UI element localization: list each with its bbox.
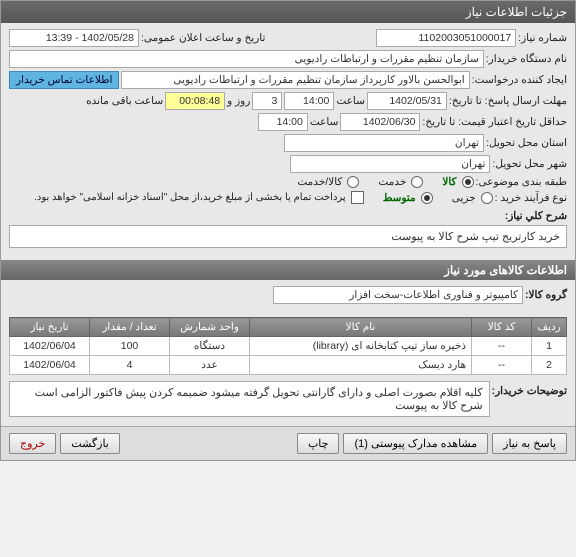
th-qty: تعداد / مقدار [90,318,170,337]
th-unit: واحد شمارش [170,318,250,337]
field-deadline-time: 14:00 [284,92,334,110]
field-deliv-city: تهران [290,155,490,173]
details-panel: جزئیات اطلاعات نیاز شماره نیاز: 11020030… [0,0,576,461]
field-days-left: 3 [252,92,282,110]
button-bar: پاسخ به نیاز مشاهده مدارک پیوستی (1) چاپ… [1,426,575,460]
buyer-notes-box: کلیه اقلام بصورت اصلی و دارای گارانتی تح… [9,381,490,417]
table-row[interactable]: 2 -- هارد دیسک عدد 4 1402/06/04 [10,356,567,375]
lbl-kala-khadamat: کالا/خدمت [297,176,342,188]
row-buyer-org: نام دستگاه خریدار: سازمان تنظیم مقررات و… [9,50,567,68]
cell: دستگاه [170,337,250,356]
radio-kala-khadamat[interactable] [347,176,359,188]
row-process: نوع فرآیند خرید : جزیی متوسط پرداخت تمام… [9,191,567,204]
respond-button[interactable]: پاسخ به نیاز [492,433,567,454]
lbl-deliv-city: شهر محل تحویل: [492,158,567,170]
lbl-req-city: استان محل تحویل: [486,137,567,149]
row-validity: حداقل تاریخ اعتبار قیمت: تا تاریخ: 1402/… [9,113,567,131]
th-code: کد کالا [472,318,532,337]
th-name: نام کالا [250,318,472,337]
row-goods-group: گروه کالا: کامپیوتر و فناوری اطلاعات-سخت… [9,286,567,304]
cell: ذخیره ساز تیپ کتابخانه ای (library) [250,337,472,356]
field-buyer-org: سازمان تنظیم مقررات و ارتباطات رادیویی [9,50,484,68]
cell: 1402/06/04 [10,356,90,375]
field-deadline-date: 1402/05/31 [367,92,447,110]
field-pub-date: 1402/05/28 - 13:39 [9,29,139,47]
field-req-no: 1102003051000017 [376,29,516,47]
cell: 1402/06/04 [10,337,90,356]
cell: 4 [90,356,170,375]
lbl-motevaset: متوسط [383,192,416,204]
radio-kala[interactable] [462,176,474,188]
lbl-process: نوع فرآیند خرید : [495,192,567,204]
field-validity-date: 1402/06/30 [340,113,420,131]
row-buyer-notes: توضیحات خریدار: کلیه اقلام بصورت اصلی و … [9,381,567,417]
lbl-deadline: مهلت ارسال پاسخ: تا تاریخ: [449,95,567,107]
lbl-buyer-notes: توضیحات خریدار: [492,381,567,397]
table-header-row: ردیف کد کالا نام کالا واحد شمارش تعداد /… [10,318,567,337]
attachments-button[interactable]: مشاهده مدارک پیوستی (1) [343,433,488,454]
lbl-kala: کالا [442,176,456,188]
exit-button[interactable]: خروج [9,433,56,454]
checkbox-payment[interactable] [351,191,364,204]
lbl-pub-date: تاریخ و ساعت اعلان عمومی: [141,32,265,44]
row-req-no: شماره نیاز: 1102003051000017 تاریخ و ساع… [9,29,567,47]
cell: -- [472,337,532,356]
goods-table: ردیف کد کالا نام کالا واحد شمارش تعداد /… [9,317,567,375]
field-goods-group: کامپیوتر و فناوری اطلاعات-سخت افزار [273,286,523,304]
goods-section-title: اطلاعات کالاهای مورد نیاز [1,260,575,280]
th-date: تاریخ نیاز [10,318,90,337]
field-req-city: تهران [284,134,484,152]
cell: 2 [532,356,567,375]
lbl-saat2: ساعت [310,116,339,128]
lbl-remaining: ساعت باقی مانده [86,95,163,107]
row-category: طبقه بندی موضوعی: کالا خدمت کالا/خدمت [9,176,567,188]
radio-jozi[interactable] [481,192,493,204]
lbl-goods-group: گروه کالا: [525,289,567,301]
row-deadline: مهلت ارسال پاسخ: تا تاریخ: 1402/05/31 سا… [9,92,567,110]
radio-khadamat[interactable] [411,176,423,188]
main-desc-box: خرید کارتریج تیپ شرح کالا به پیوست [9,225,567,248]
cell: -- [472,356,532,375]
radio-motevaset[interactable] [421,192,433,204]
notes-area: توضیحات خریدار: کلیه اقلام بصورت اصلی و … [1,379,575,426]
lbl-khadamat: خدمت [378,176,406,188]
field-creator: ابوالحسن بالاور کارپرداز سازمان تنظیم مق… [121,71,469,89]
lbl-category: طبقه بندی موضوعی: [476,176,567,188]
th-row: ردیف [532,318,567,337]
field-time-left: 00:08:48 [165,92,225,110]
cell: 1 [532,337,567,356]
row-creator: ایجاد کننده درخواست: ابوالحسن بالاور کار… [9,71,567,89]
print-button[interactable]: چاپ [297,433,340,454]
lbl-creator: ایجاد کننده درخواست: [472,74,567,86]
lbl-buyer-org: نام دستگاه خریدار: [486,53,567,65]
field-validity-time: 14:00 [258,113,308,131]
goods-area: گروه کالا: کامپیوتر و فناوری اطلاعات-سخت… [1,280,575,313]
lbl-rooz: روز و [227,95,250,107]
lbl-jozi: جزیی [452,192,476,204]
lbl-validity: حداقل تاریخ اعتبار قیمت: تا تاریخ: [422,116,567,128]
row-req-city: استان محل تحویل: تهران [9,134,567,152]
lbl-req-no: شماره نیاز: [518,32,567,44]
row-deliv-city: شهر محل تحویل: تهران [9,155,567,173]
contact-info-button[interactable]: اطلاعات تماس خریدار [9,71,119,89]
lbl-main-desc: شرح کلي نياز: [505,210,567,222]
row-main-desc: شرح کلي نياز: [9,210,567,222]
panel-title: جزئیات اطلاعات نیاز [1,1,575,23]
cell: عدد [170,356,250,375]
table-row[interactable]: 1 -- ذخیره ساز تیپ کتابخانه ای (library)… [10,337,567,356]
cell: هارد دیسک [250,356,472,375]
lbl-saat1: ساعت [336,95,365,107]
form-area: شماره نیاز: 1102003051000017 تاریخ و ساع… [1,23,575,260]
lbl-payment-note: پرداخت تمام یا بخشی از مبلغ خرید،از محل … [34,192,346,203]
back-button[interactable]: بازگشت [60,433,120,454]
cell: 100 [90,337,170,356]
